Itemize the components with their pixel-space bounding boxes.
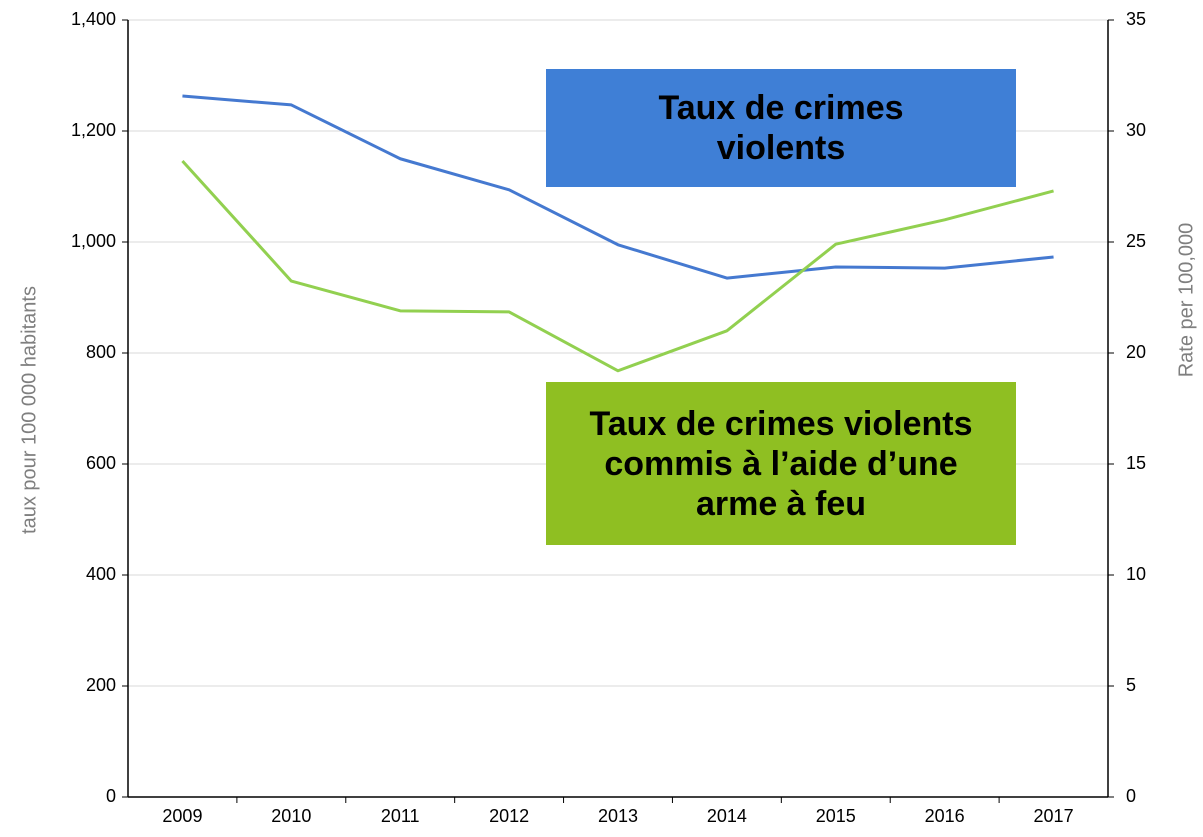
x-tick-label: 2009 bbox=[162, 806, 202, 826]
y2-tick-label: 0 bbox=[1126, 786, 1136, 806]
y-tick-label: 200 bbox=[86, 675, 116, 695]
y-tick-label: 1,000 bbox=[71, 231, 116, 251]
y-tick-label: 400 bbox=[86, 564, 116, 584]
y-tick-label: 600 bbox=[86, 453, 116, 473]
y-tick-label: 1,200 bbox=[71, 120, 116, 140]
y2-tick-label: 15 bbox=[1126, 453, 1146, 473]
series-line bbox=[181, 159, 1054, 373]
annotation-box: Taux de crimes violents commis à l’aide … bbox=[546, 382, 1016, 545]
y2-tick-label: 30 bbox=[1126, 120, 1146, 140]
x-tick-label: 2012 bbox=[489, 806, 529, 826]
y2-tick-label: 25 bbox=[1126, 231, 1146, 251]
series-line bbox=[182, 94, 1054, 280]
x-tick-label: 2011 bbox=[381, 806, 420, 826]
x-tick-label: 2010 bbox=[271, 806, 311, 826]
annotation-box: Taux de crimes violents bbox=[546, 69, 1016, 187]
y-tick-label: 800 bbox=[86, 342, 116, 362]
x-tick-label: 2016 bbox=[925, 806, 965, 826]
x-tick-label: 2014 bbox=[707, 806, 747, 826]
y2-tick-label: 10 bbox=[1126, 564, 1146, 584]
y2-axis-label: Rate per 100,000 bbox=[1175, 223, 1197, 378]
y-axis-label: taux pour 100 000 habitants bbox=[18, 286, 40, 534]
y2-tick-label: 20 bbox=[1126, 342, 1146, 362]
y-tick-label: 0 bbox=[106, 786, 116, 806]
y2-tick-label: 5 bbox=[1126, 675, 1136, 695]
x-tick-label: 2015 bbox=[816, 806, 856, 826]
x-tick-label: 2017 bbox=[1034, 806, 1074, 826]
x-tick-label: 2013 bbox=[598, 806, 638, 826]
y2-tick-label: 35 bbox=[1126, 9, 1146, 29]
y-tick-label: 1,400 bbox=[71, 9, 116, 29]
